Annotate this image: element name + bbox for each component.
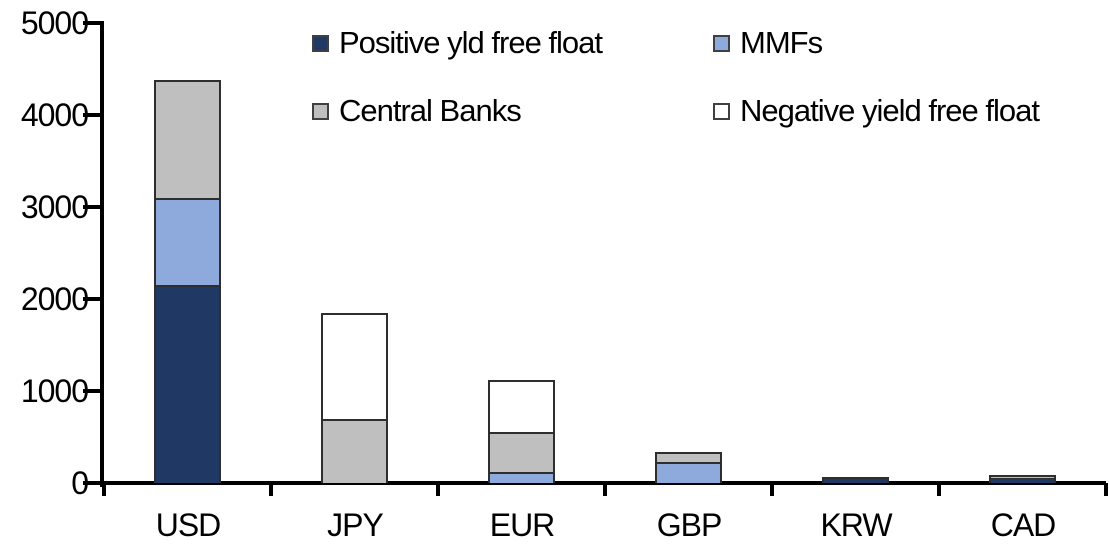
bar-segment — [989, 477, 1056, 483]
x-axis-category-label: GBP — [656, 507, 723, 543]
x-axis-tick — [1104, 483, 1108, 496]
bar-segment — [822, 477, 889, 483]
y-axis-tick — [83, 21, 100, 25]
bar-segment — [154, 198, 221, 285]
bar-segment — [989, 475, 1056, 478]
y-axis-tick-label: 2000 — [20, 281, 89, 317]
bar-segment — [488, 472, 555, 483]
y-axis-tick-label: 1000 — [20, 373, 89, 409]
legend-label: Positive yld free float — [339, 25, 603, 60]
legend-item: Positive yld free float — [312, 25, 603, 60]
bar-segment — [655, 462, 722, 483]
y-axis-tick-label: 0 — [71, 465, 89, 501]
legend-label: MMFs — [740, 25, 823, 60]
x-axis-category-label: CAD — [990, 507, 1057, 543]
x-axis-tick — [770, 483, 774, 496]
y-axis-tick — [83, 205, 100, 209]
bar-segment — [321, 419, 388, 483]
bar-segment — [154, 285, 221, 483]
legend-swatch-icon — [312, 34, 329, 52]
legend-swatch-icon — [713, 34, 730, 52]
legend-label: Central Banks — [339, 93, 522, 128]
legend-swatch-icon — [312, 102, 329, 120]
y-axis-tick-label: 4000 — [20, 97, 89, 133]
bar-segment — [321, 313, 388, 419]
x-axis-category-label: JPY — [327, 507, 384, 543]
x-axis-tick — [436, 483, 440, 496]
legend-item: Negative yield free float — [713, 93, 1040, 128]
x-axis-category-label: EUR — [489, 507, 556, 543]
y-axis-tick-label: 5000 — [20, 5, 89, 41]
y-axis-tick — [83, 113, 100, 117]
x-axis-category-label: USD — [155, 507, 222, 543]
bar-segment — [655, 452, 722, 462]
y-axis-tick — [83, 389, 100, 393]
bar-segment — [488, 380, 555, 432]
legend-item: MMFs — [713, 25, 823, 60]
legend-label: Negative yield free float — [740, 93, 1040, 128]
x-axis-category-label: KRW — [820, 507, 892, 543]
y-axis-tick — [83, 297, 100, 301]
x-axis-tick — [269, 483, 273, 496]
x-axis-tick — [102, 483, 106, 496]
y-axis-line — [100, 21, 104, 487]
bar-segment — [488, 432, 555, 472]
y-axis-tick — [83, 481, 100, 485]
y-axis-tick-label: 3000 — [20, 189, 89, 225]
x-axis-tick — [937, 483, 941, 496]
legend-item: Central Banks — [312, 93, 522, 128]
x-axis-tick — [603, 483, 607, 496]
bar-segment — [154, 80, 221, 198]
legend-swatch-icon — [713, 102, 730, 120]
